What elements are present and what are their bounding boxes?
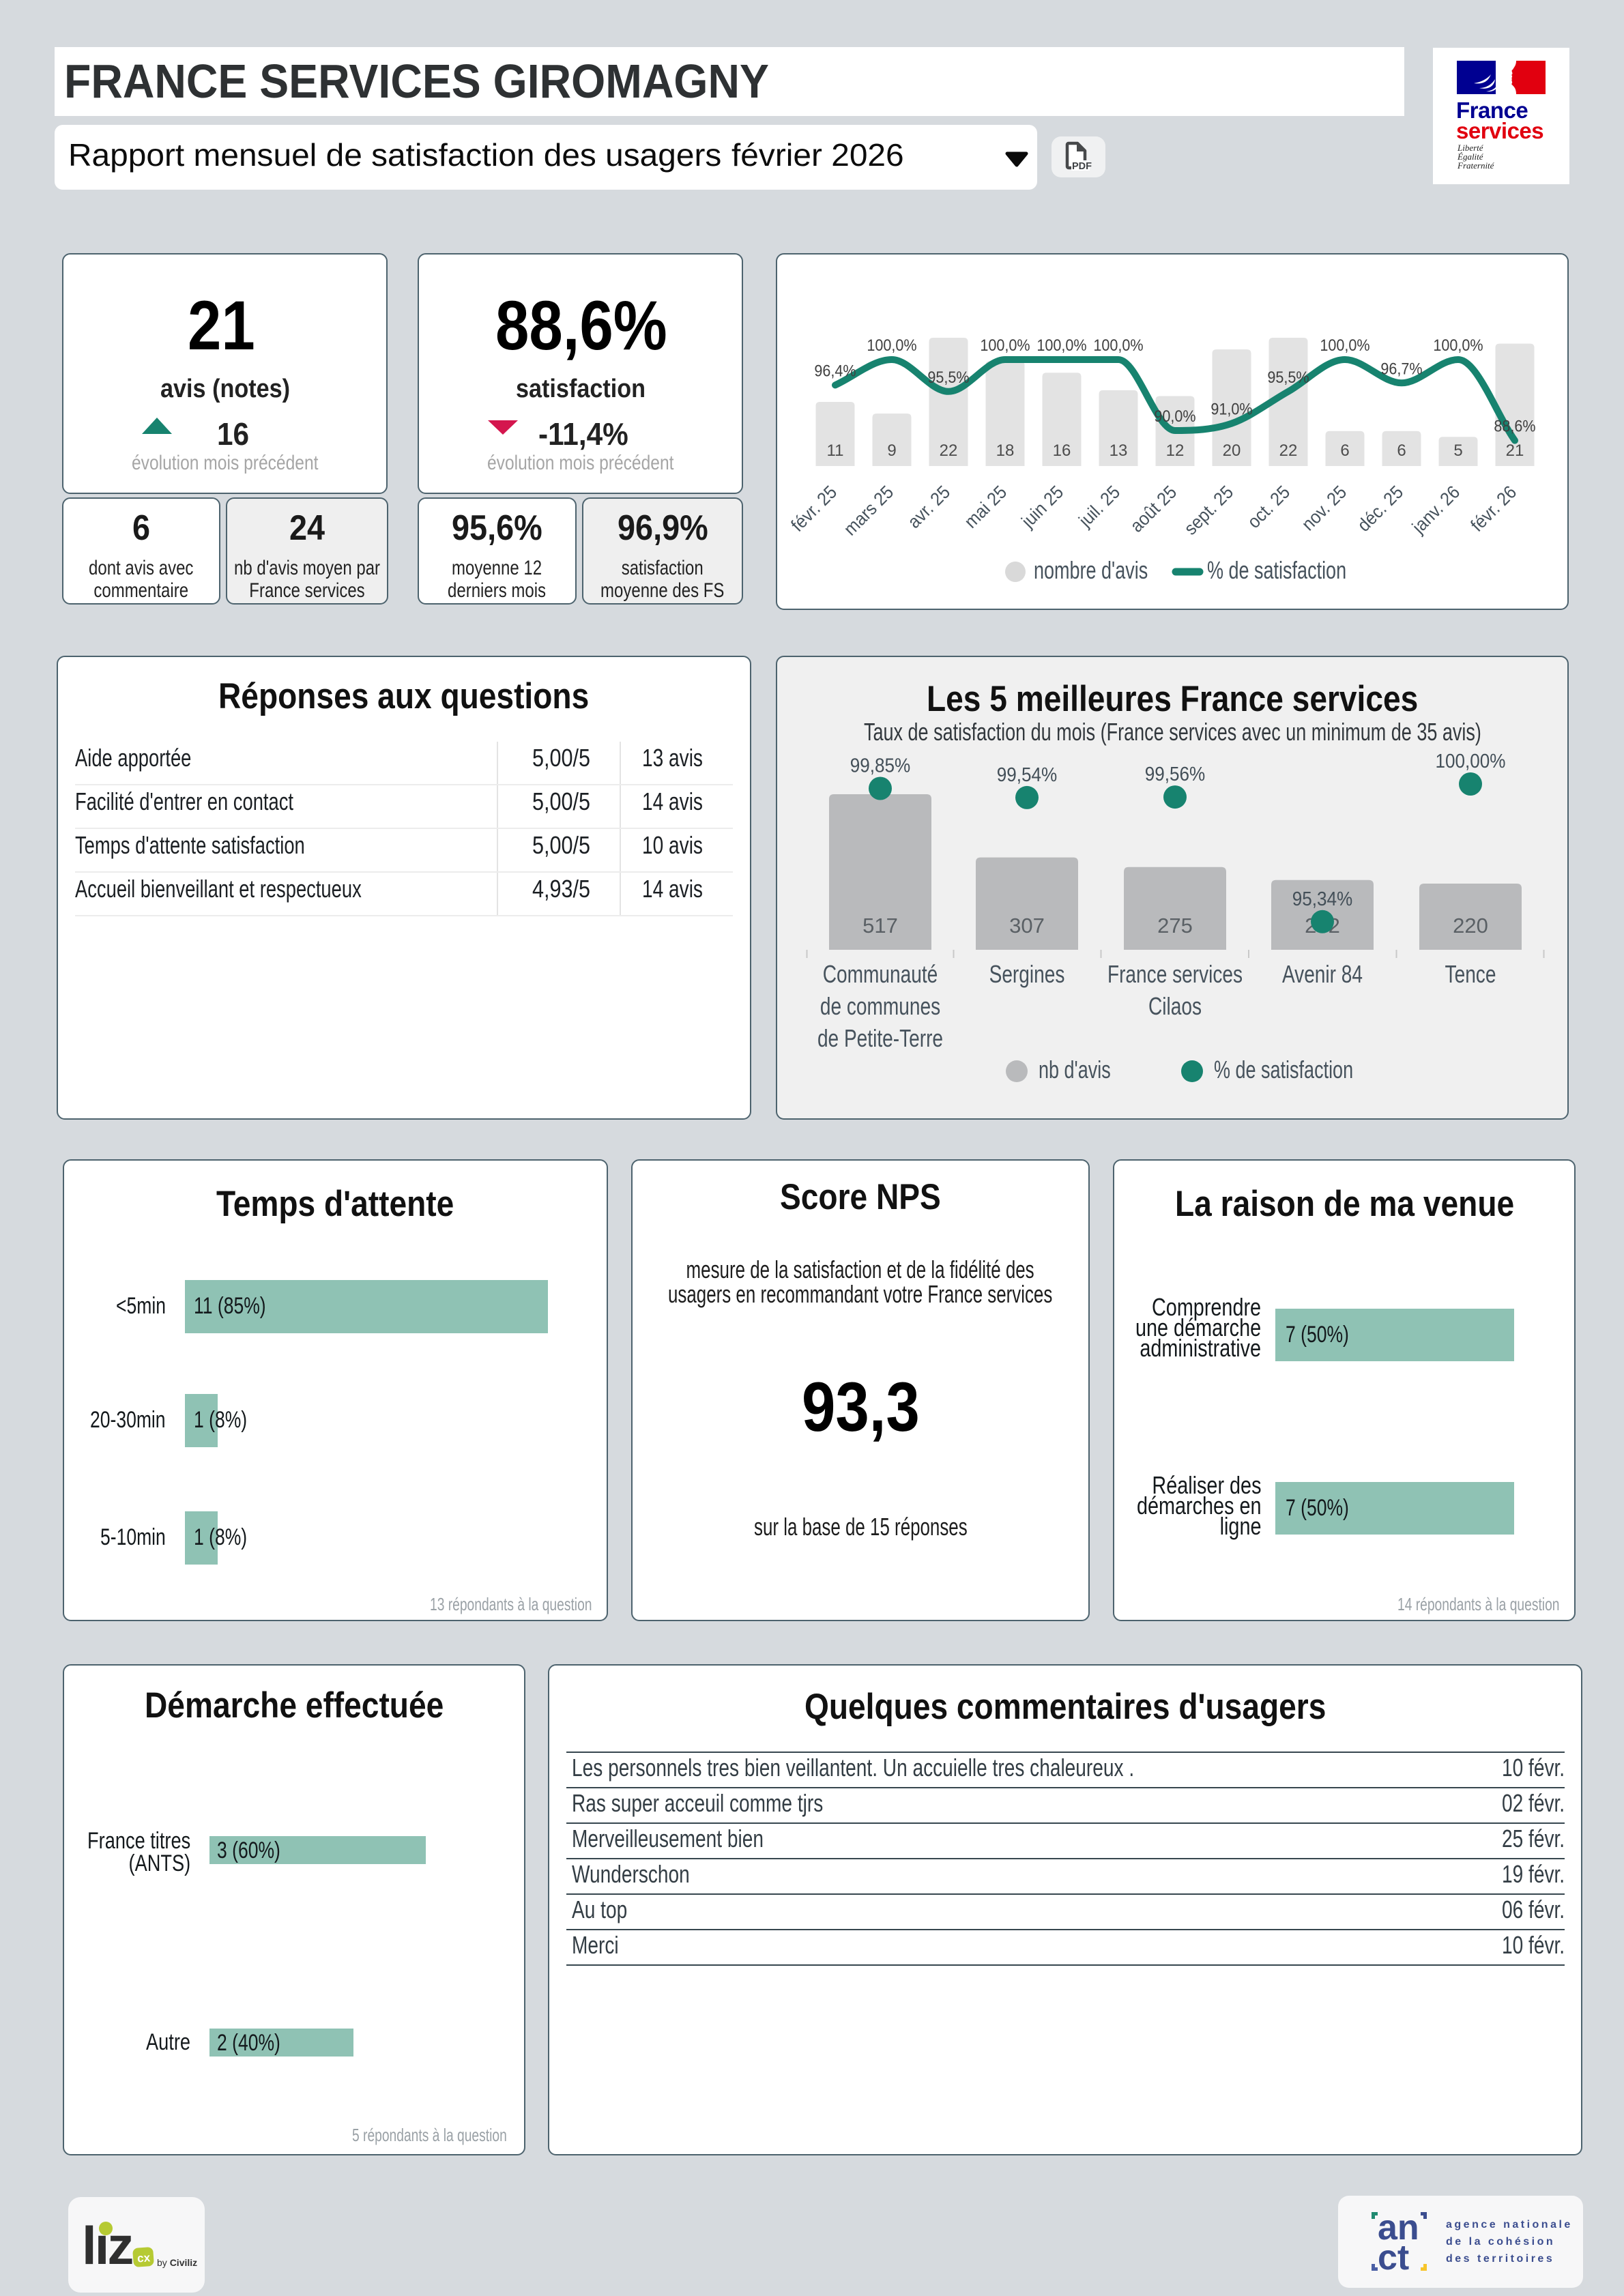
svg-text:avr. 25: avr. 25 [903, 482, 954, 532]
svg-text:des territoires: des territoires [1446, 2253, 1554, 2265]
svg-text:Avenir 84: Avenir 84 [1282, 960, 1363, 988]
svg-text:juin 25: juin 25 [1017, 482, 1068, 532]
svg-text:6: 6 [1340, 441, 1349, 460]
svg-text:100,0%: 100,0% [1093, 336, 1143, 355]
svg-text:Liberté: Liberté [1457, 143, 1484, 153]
svg-text:95,5%: 95,5% [1267, 368, 1309, 387]
svg-text:de la cohésion: de la cohésion [1446, 2236, 1555, 2248]
svg-text:mai 25: mai 25 [960, 482, 1011, 532]
svg-text:90,0%: 90,0% [1154, 407, 1195, 426]
svg-text:91,0%: 91,0% [1210, 401, 1252, 419]
svg-text:juil. 25: juil. 25 [1075, 482, 1125, 532]
svg-text:France: France [1456, 98, 1528, 123]
svg-text:12: 12 [1166, 441, 1185, 460]
svg-text:nov. 25: nov. 25 [1298, 482, 1350, 534]
svg-text:100,00%: 100,00% [1436, 751, 1506, 772]
svg-text:517: 517 [862, 914, 898, 938]
svg-text:Tence: Tence [1445, 960, 1496, 988]
svg-text:100,0%: 100,0% [1433, 336, 1483, 355]
svg-text:sept. 25: sept. 25 [1180, 482, 1238, 539]
svg-text:99,54%: 99,54% [997, 764, 1058, 786]
svg-text:Égalité: Égalité [1457, 151, 1484, 162]
svg-text:nb d'avis: nb d'avis [1039, 1056, 1111, 1084]
svg-text:96,4%: 96,4% [814, 362, 856, 380]
svg-text:21: 21 [1506, 441, 1524, 460]
svg-text:96,7%: 96,7% [1380, 360, 1422, 378]
svg-text:22: 22 [1279, 441, 1298, 460]
svg-text:307: 307 [1009, 914, 1045, 938]
svg-text:août 25: août 25 [1126, 482, 1180, 536]
svg-text:275: 275 [1157, 914, 1193, 938]
svg-text:nombre d'avis: nombre d'avis [1034, 556, 1148, 584]
svg-text:100,0%: 100,0% [1036, 336, 1086, 355]
svg-text:% de satisfaction: % de satisfaction [1207, 556, 1346, 584]
svg-text:déc. 25: déc. 25 [1353, 482, 1407, 536]
svg-text:Fraternité: Fraternité [1457, 160, 1495, 171]
svg-text:99,85%: 99,85% [850, 755, 911, 776]
svg-text:220: 220 [1453, 914, 1488, 938]
svg-text:22: 22 [940, 441, 958, 460]
svg-text:20: 20 [1223, 441, 1241, 460]
svg-text:5: 5 [1453, 441, 1462, 460]
svg-text:9: 9 [887, 441, 896, 460]
svg-text:févr. 26: févr. 26 [1466, 482, 1520, 536]
svg-text:agence nationale: agence nationale [1446, 2219, 1573, 2230]
svg-text:oct. 25: oct. 25 [1243, 482, 1294, 532]
svg-text:services: services [1456, 118, 1543, 143]
svg-text:Cilaos: Cilaos [1148, 992, 1202, 1020]
svg-text:13: 13 [1110, 441, 1128, 460]
svg-text:88,6%: 88,6% [1494, 418, 1535, 436]
svg-text:11: 11 [827, 441, 844, 460]
svg-text:18: 18 [996, 441, 1015, 460]
svg-text:6: 6 [1397, 441, 1406, 460]
svg-text:100,0%: 100,0% [1320, 336, 1369, 355]
svg-text:PDF: PDF [1072, 161, 1092, 172]
svg-text:99,56%: 99,56% [1145, 764, 1206, 785]
svg-text:ct: ct [1378, 2238, 1409, 2278]
svg-text:France services: France services [1107, 960, 1243, 988]
svg-text:cx: cx [136, 2251, 151, 2265]
svg-text:Sergines: Sergines [989, 960, 1065, 988]
svg-text:janv. 26: janv. 26 [1408, 482, 1464, 538]
svg-text:mars 25: mars 25 [840, 482, 898, 540]
svg-text:by Civiliz: by Civiliz [157, 2257, 197, 2268]
svg-text:de Petite-Terre: de Petite-Terre [817, 1024, 943, 1052]
svg-text:de communes: de communes [820, 992, 940, 1020]
svg-text:100,0%: 100,0% [980, 336, 1030, 355]
svg-text:95,34%: 95,34% [1292, 888, 1353, 910]
svg-text:% de satisfaction: % de satisfaction [1214, 1056, 1353, 1084]
svg-text:Communauté: Communauté [823, 960, 938, 988]
svg-text:16: 16 [1053, 441, 1071, 460]
svg-text:100,0%: 100,0% [867, 336, 916, 355]
svg-text:févr. 25: févr. 25 [787, 482, 841, 536]
svg-text:an: an [1378, 2208, 1419, 2248]
svg-text:95,5%: 95,5% [927, 368, 969, 387]
